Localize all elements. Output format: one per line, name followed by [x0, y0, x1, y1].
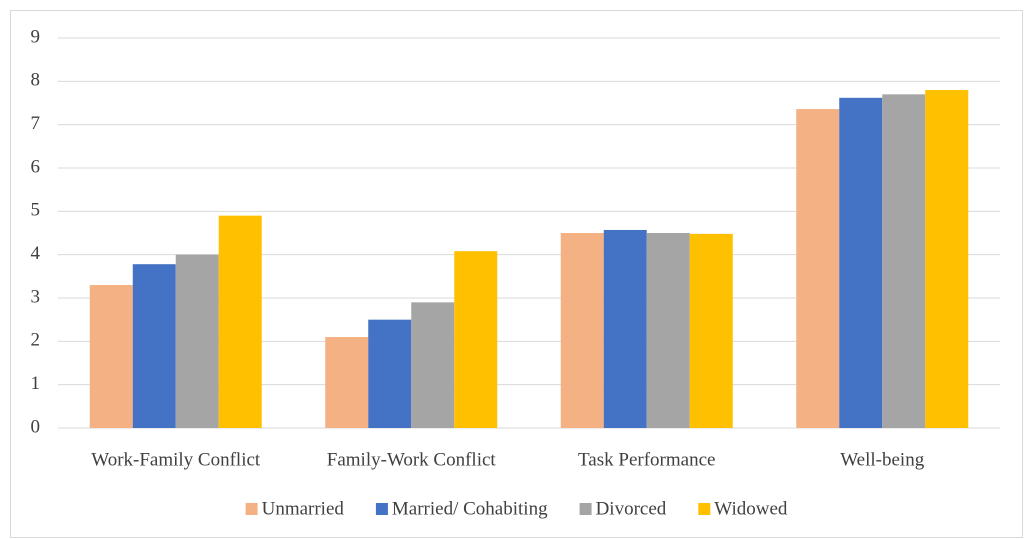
legend-label: Unmarried — [262, 498, 345, 519]
legend-label: Married/ Cohabiting — [392, 498, 548, 519]
bar — [925, 90, 969, 428]
y-tick-label: 6 — [31, 156, 41, 177]
bar — [454, 251, 498, 428]
legend-swatch — [579, 503, 592, 515]
y-tick-label: 1 — [31, 373, 41, 394]
bar — [89, 285, 133, 428]
y-tick-label: 4 — [31, 243, 41, 264]
bar — [882, 94, 926, 428]
bar — [839, 97, 883, 429]
x-tick-label: Task Performance — [578, 449, 715, 470]
bar — [689, 233, 733, 428]
bar — [218, 215, 262, 428]
bar — [325, 337, 369, 428]
legend-label: Divorced — [596, 498, 667, 519]
y-tick-label: 0 — [31, 416, 41, 437]
bar — [411, 302, 455, 428]
bar — [646, 233, 690, 428]
legend-swatch — [245, 503, 258, 515]
bar — [175, 254, 219, 428]
bar — [603, 229, 647, 428]
bar — [132, 264, 176, 428]
y-tick-label: 7 — [31, 113, 41, 134]
bar — [368, 319, 412, 428]
legend-swatch — [698, 503, 711, 515]
legend-label: Widowed — [714, 498, 788, 519]
bar — [560, 233, 604, 428]
x-tick-label: Well-being — [840, 449, 924, 470]
x-tick-label: Work-Family Conflict — [91, 449, 261, 470]
y-tick-label: 8 — [31, 70, 41, 91]
y-tick-label: 9 — [31, 26, 41, 47]
bar — [796, 109, 840, 429]
y-tick-label: 5 — [31, 200, 41, 221]
y-tick-label: 3 — [31, 286, 41, 307]
x-tick-label: Family-Work Conflict — [327, 449, 497, 470]
legend-swatch — [375, 503, 388, 515]
y-tick-label: 2 — [31, 330, 41, 351]
